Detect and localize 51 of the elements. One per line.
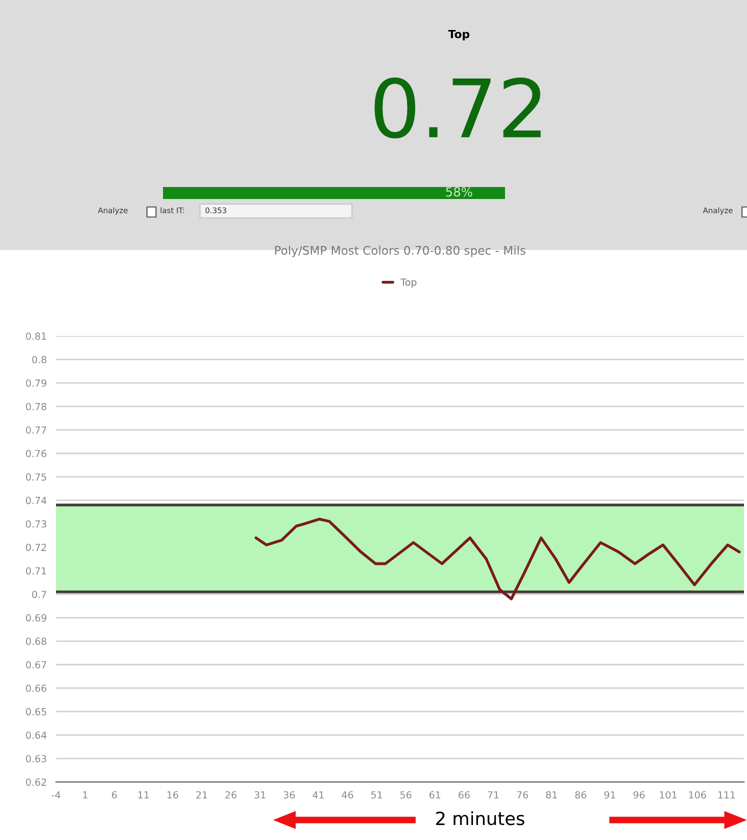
x-tick-label: 31	[254, 791, 266, 799]
y-tick-label: 0.79	[26, 379, 46, 387]
y-tick-label: 0.75	[26, 473, 46, 481]
x-tick-label: 6	[112, 791, 117, 799]
y-tick-label: 0.65	[26, 708, 46, 716]
y-tick-label: 0.74	[26, 496, 46, 504]
x-tick-label: 86	[575, 791, 586, 799]
x-tick-label: 106	[689, 791, 706, 799]
y-tick-label: 0.77	[26, 426, 46, 434]
x-tick-label: 71	[488, 791, 499, 798]
legend-label: Top	[400, 278, 416, 288]
x-tick-label: 46	[342, 791, 354, 799]
x-tick-label: 61	[429, 791, 440, 799]
x-tick-label: 56	[400, 791, 412, 799]
y-tick-label: 0.67	[26, 661, 46, 668]
x-tick-label: 76	[517, 791, 528, 799]
x-tick-label: 1	[83, 791, 88, 798]
x-tick-label: 51	[371, 791, 382, 799]
x-tick-label: -4	[52, 791, 60, 798]
x-tick-label: 101	[660, 791, 677, 799]
y-tick-label: 0.7	[32, 590, 46, 598]
y-tick-label: 0.71	[26, 567, 46, 575]
y-tick-label: 0.72	[26, 544, 46, 552]
text: 58%	[446, 187, 472, 197]
text: 0.72	[374, 77, 541, 138]
y-tick-label: 0.62	[26, 778, 46, 786]
y-tick-label: 0.8	[32, 356, 46, 364]
x-tick-label: 21	[196, 791, 208, 798]
y-tick-label: 0.66	[26, 684, 46, 692]
y-tick-label: 0.76	[26, 450, 46, 458]
x-tick-label: 81	[546, 791, 557, 799]
y-tick-label: 0.64	[26, 732, 46, 739]
x-tick-label: 36	[284, 791, 295, 799]
x-tick-label: 26	[225, 791, 236, 799]
x-tick-label: 111	[718, 791, 735, 798]
line-series	[254, 518, 741, 600]
text: 2 minutes	[436, 811, 524, 826]
x-tick-label: 96	[633, 791, 645, 799]
y-tick-label: 0.73	[26, 520, 46, 528]
x-tick-label: 16	[167, 791, 178, 799]
text: Top	[448, 30, 470, 40]
x-tick-label: 91	[604, 791, 616, 799]
y-tick-label: 0.63	[26, 755, 46, 762]
x-tick-label: 41	[312, 791, 324, 798]
chart-title: Poly/SMP Most Colors 0.70-0.80 spec - Mils	[275, 246, 526, 258]
x-tick-label: 11	[138, 791, 149, 798]
x-tick-label: 66	[458, 791, 470, 799]
y-tick-label: 0.69	[26, 614, 46, 622]
y-tick-label: 0.78	[26, 402, 46, 410]
y-tick-label: 0.68	[26, 638, 46, 645]
y-tick-label: 0.81	[26, 332, 46, 340]
